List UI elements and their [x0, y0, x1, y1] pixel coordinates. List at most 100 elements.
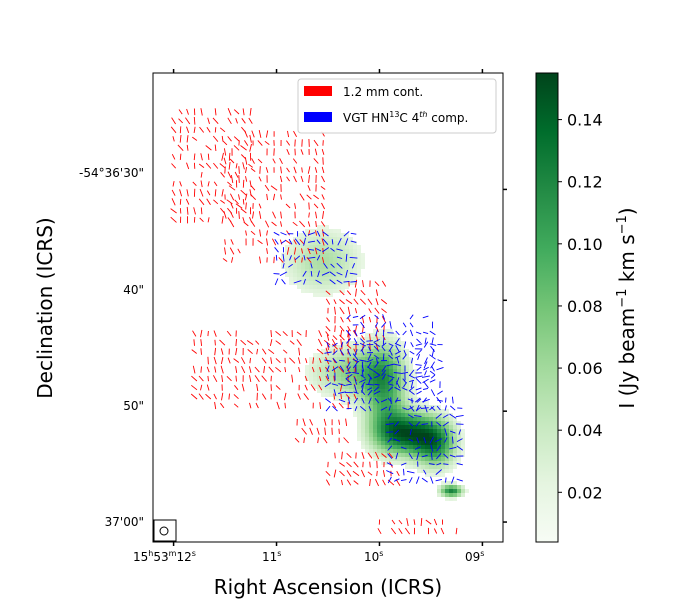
continuum-vector [321, 166, 325, 174]
emission-pixel [341, 265, 345, 269]
vgt-vector [315, 279, 322, 284]
vgt-vector [376, 358, 378, 364]
vgt-vector [359, 342, 367, 347]
emission-pixel [341, 277, 345, 281]
emission-pixel [381, 337, 385, 341]
emission-pixel [341, 365, 345, 369]
vgt-vector [388, 354, 393, 360]
continuum-vector [433, 528, 438, 534]
vgt-vector [436, 366, 444, 371]
emission-pixel [445, 437, 449, 441]
emission-pixel [441, 413, 445, 417]
emission-pixel [437, 405, 441, 409]
emission-pixel [341, 273, 345, 277]
continuum-vector [318, 358, 322, 364]
emission-pixel [345, 277, 349, 281]
emission-pixel [401, 409, 405, 413]
continuum-vector [200, 180, 203, 188]
emission-pixel [421, 425, 425, 429]
emission-pixel [321, 349, 325, 353]
emission-pixel [377, 409, 381, 413]
emission-pixel [401, 381, 405, 385]
emission-pixel [325, 253, 329, 257]
emission-pixel [333, 365, 337, 369]
continuum-vector [307, 247, 311, 255]
emission-pixel [381, 329, 385, 333]
vgt-vector [339, 349, 345, 356]
continuum-vector [325, 375, 329, 382]
continuum-vector [186, 108, 189, 115]
vgt-vector [415, 377, 422, 384]
emission-pixel [453, 429, 457, 433]
continuum-vector [179, 181, 182, 187]
continuum-vector [275, 331, 282, 337]
emission-pixel [417, 433, 421, 437]
emission-pixel [449, 437, 453, 441]
emission-pixel [453, 485, 457, 489]
emission-pixel [377, 453, 381, 457]
vgt-vector [288, 263, 293, 268]
emission-pixel [325, 373, 329, 377]
emission-pixel [421, 437, 425, 441]
emission-pixel [457, 433, 461, 437]
emission-pixel [397, 453, 401, 457]
emission-pixel [445, 465, 449, 469]
emission-pixel [393, 389, 397, 393]
continuum-vector [205, 162, 212, 169]
vgt-vector [310, 270, 313, 277]
vgt-vector [326, 365, 330, 372]
emission-pixel [345, 373, 349, 377]
continuum-vector [381, 308, 387, 314]
emission-pixel [453, 461, 457, 465]
emission-pixel [397, 397, 401, 401]
emission-pixel [357, 389, 361, 393]
emission-pixel [381, 365, 385, 369]
emission-pixel [329, 281, 333, 285]
emission-pixel [317, 229, 321, 233]
emission-pixel [409, 401, 413, 405]
emission-pixel [321, 365, 325, 369]
continuum-vector [213, 330, 217, 337]
emission-pixel [321, 389, 325, 393]
emission-pixel [429, 441, 433, 445]
continuum-vector [310, 384, 316, 391]
emission-pixel [333, 397, 337, 401]
vgt-vector [307, 256, 316, 259]
emission-pixel [409, 365, 413, 369]
emission-pixel [333, 229, 337, 233]
vgt-vector [360, 346, 365, 352]
emission-pixel [413, 461, 417, 465]
emission-pixel [377, 449, 381, 453]
emission-pixel [433, 469, 437, 473]
emission-pixel [337, 281, 341, 285]
continuum-vector [220, 199, 226, 204]
emission-pixel [393, 449, 397, 453]
vgt-vector [421, 477, 428, 483]
emission-pixel [357, 349, 361, 353]
emission-pixel [341, 341, 345, 345]
emission-pixel [397, 457, 401, 461]
emission-pixel [357, 409, 361, 413]
vgt-vector [336, 256, 343, 259]
continuum-vector [266, 248, 268, 254]
vgt-vector [423, 341, 429, 348]
vgt-vector [273, 231, 280, 236]
continuum-vector [345, 394, 351, 399]
emission-pixel [369, 437, 373, 441]
emission-pixel [297, 233, 301, 237]
vgt-vector [442, 421, 449, 427]
emission-pixel [337, 345, 341, 349]
emission-pixel [437, 429, 441, 433]
emission-pixel [385, 329, 389, 333]
emission-pixel [389, 429, 393, 433]
emission-pixel [313, 385, 317, 389]
emission-pixel [425, 413, 429, 417]
emission-pixel [413, 393, 417, 397]
vgt-vector [350, 281, 357, 283]
vgt-vector [288, 238, 293, 245]
vgt-vector [415, 375, 423, 378]
emission-pixel [401, 341, 405, 345]
vgt-vector [368, 406, 372, 412]
continuum-vector [230, 212, 234, 218]
legend-swatch-red [304, 86, 332, 96]
